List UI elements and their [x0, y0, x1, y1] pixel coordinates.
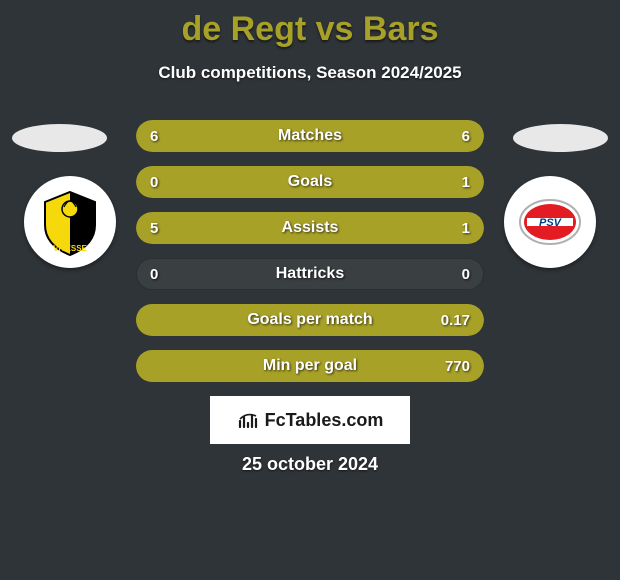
stat-label: Matches — [136, 127, 484, 145]
stat-label: Min per goal — [136, 357, 484, 375]
svg-text:VITESSE: VITESSE — [53, 244, 87, 253]
fctables-logo-icon — [237, 409, 259, 431]
stat-value-right: 1 — [462, 220, 470, 237]
svg-text:PSV: PSV — [539, 217, 563, 229]
attribution-badge: FcTables.com — [210, 396, 410, 444]
stat-row: Goals0 1 — [136, 166, 484, 198]
stat-label: Goals — [136, 173, 484, 191]
stat-value-left: 0 — [150, 174, 158, 191]
stat-value-right: 1 — [462, 174, 470, 191]
stat-label: Goals per match — [136, 311, 484, 329]
vitesse-crest-icon: VITESSE — [35, 187, 105, 257]
comparison-title: de Regt vs Bars — [0, 0, 620, 49]
stat-row: Min per goal770 — [136, 350, 484, 382]
stat-row: Hattricks0 0 — [136, 258, 484, 290]
stat-value-left: 6 — [150, 128, 158, 145]
stat-row: Matches6 6 — [136, 120, 484, 152]
stat-label: Hattricks — [136, 265, 484, 283]
stat-value-right: 770 — [445, 358, 470, 375]
stat-label: Assists — [136, 219, 484, 237]
stat-value-right: 0 — [462, 266, 470, 283]
stat-value-right: 6 — [462, 128, 470, 145]
stat-value-left: 5 — [150, 220, 158, 237]
comparison-subtitle: Club competitions, Season 2024/2025 — [0, 63, 620, 83]
stat-value-right: 0.17 — [441, 312, 470, 329]
player-left-oval — [12, 124, 107, 152]
comparison-date: 25 october 2024 — [0, 454, 620, 475]
stat-row: Assists5 1 — [136, 212, 484, 244]
player-right-oval — [513, 124, 608, 152]
stat-value-left: 0 — [150, 266, 158, 283]
stats-container: Matches66Goals01Assists51Hattricks00Goal… — [136, 120, 484, 396]
psv-crest-icon: PSV — [515, 187, 585, 257]
stat-row: Goals per match0.17 — [136, 304, 484, 336]
club-badge-right: PSV — [504, 176, 596, 268]
club-badge-left: VITESSE — [24, 176, 116, 268]
attribution-text: FcTables.com — [265, 410, 384, 431]
